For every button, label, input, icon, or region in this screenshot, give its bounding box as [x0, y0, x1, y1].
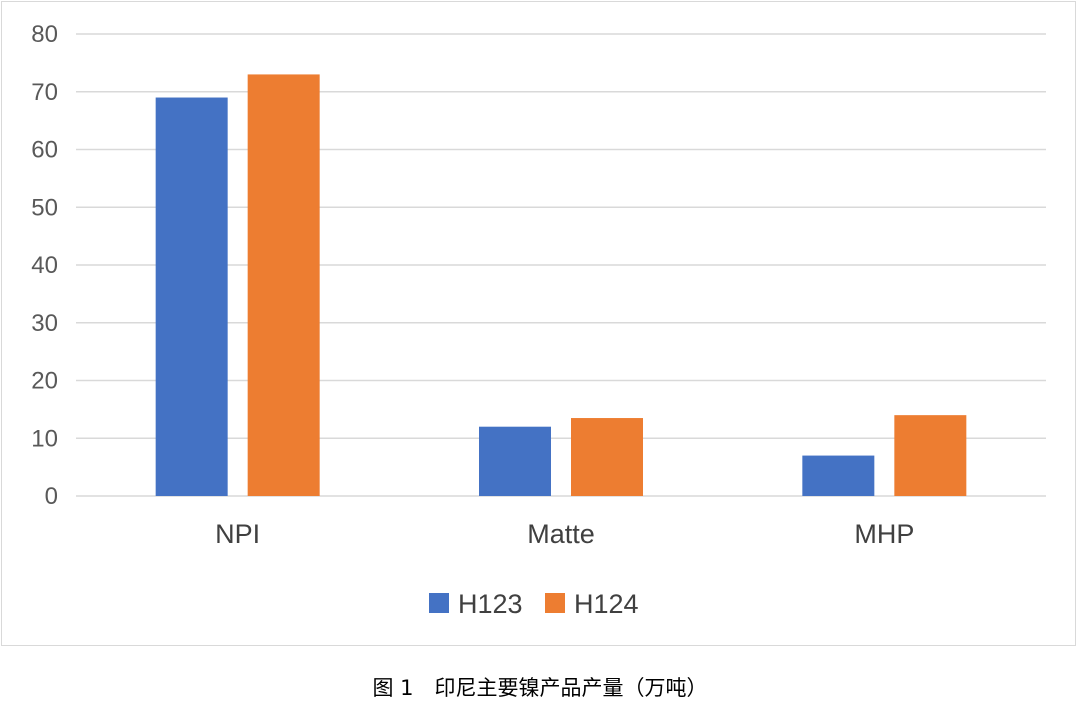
bar-chart: 0 10 20 30 40 50 60 70 80 NPI Matte MHP H123 H124 [31, 21, 1046, 619]
legend-swatch-h123 [429, 593, 449, 613]
legend: H123 H124 [429, 589, 639, 619]
legend-swatch-h124 [545, 593, 565, 613]
y-tick-label: 30 [31, 310, 58, 337]
x-category-label: NPI [215, 519, 260, 549]
legend-label-h123: H123 [458, 589, 523, 619]
x-axis-category-labels: NPI Matte MHP [215, 519, 914, 549]
bar-h124-matte [571, 418, 643, 496]
figure-caption: 图 1 印尼主要镍产品产量（万吨） [372, 676, 708, 700]
y-tick-label: 0 [45, 483, 58, 510]
y-tick-label: 70 [31, 79, 58, 106]
bar-h123-npi [155, 97, 228, 497]
y-tick-label: 50 [31, 194, 58, 221]
bars [155, 74, 967, 497]
y-tick-label: 60 [31, 137, 58, 164]
bar-h123-matte [479, 426, 551, 496]
y-tick-label: 20 [31, 368, 58, 395]
y-axis-tick-labels: 0 10 20 30 40 50 60 70 80 [31, 21, 58, 510]
x-category-label: Matte [527, 519, 595, 549]
x-category-label: MHP [854, 519, 914, 549]
y-tick-label: 10 [31, 425, 58, 452]
bar-h124-npi [247, 74, 320, 497]
y-tick-label: 40 [31, 252, 58, 279]
bar-h124-mhp [894, 415, 967, 496]
y-tick-label: 80 [31, 21, 58, 48]
gridlines [76, 33, 1046, 497]
legend-label-h124: H124 [574, 589, 639, 619]
bar-h123-mhp [802, 455, 875, 496]
